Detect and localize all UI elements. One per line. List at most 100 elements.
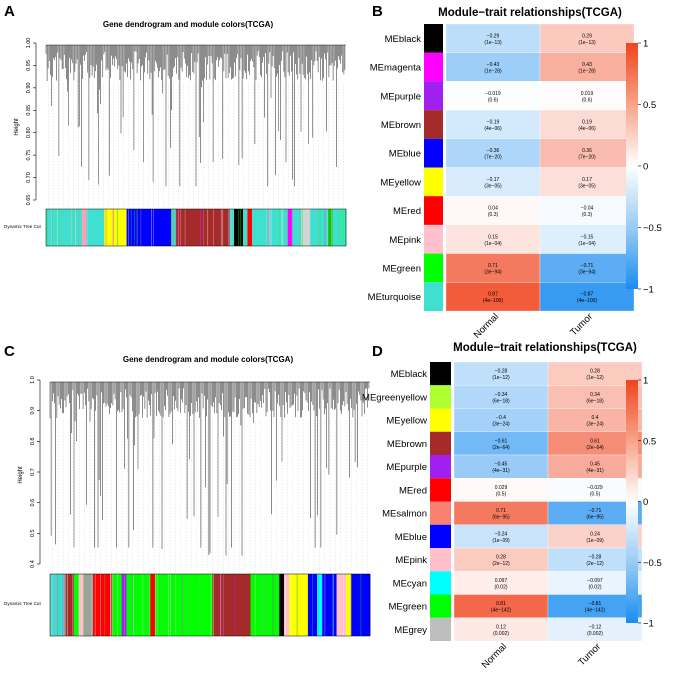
p-value: (2e−64) [586, 445, 604, 451]
p-value: (4e−06) [578, 126, 596, 132]
p-value: (7e−20) [578, 155, 596, 161]
module-color-stripe [332, 574, 333, 636]
module-color-stripe [220, 209, 222, 246]
heatmap-cell [445, 81, 541, 111]
colorbar-tick-label: −1 [643, 285, 654, 296]
p-value: (3e−94) [484, 269, 502, 275]
module-color-stripe [269, 209, 270, 246]
module-color-swatch [430, 548, 451, 572]
module-color-segment [150, 574, 156, 636]
p-value: (4e−100) [577, 298, 597, 304]
module-color-stripe [100, 574, 101, 636]
heatmap-cell [445, 282, 541, 312]
module-color-segment [332, 209, 347, 246]
module-color-stripe [220, 574, 221, 636]
module-color-stripe [105, 209, 107, 246]
module-name-label: MEpurple [386, 462, 427, 473]
module-color-stripe [133, 574, 134, 636]
module-color-stripe [184, 209, 186, 246]
correlation-value: 0.28 [590, 369, 600, 375]
module-color-stripe [345, 209, 346, 246]
module-color-swatch [430, 408, 451, 432]
module-color-stripe [111, 574, 112, 636]
module-color-stripe [180, 209, 182, 246]
module-color-segment [247, 209, 253, 246]
module-color-swatch [430, 594, 451, 618]
module-color-stripe [171, 209, 172, 246]
module-color-swatch [424, 81, 443, 111]
dendrogram-title-c: Gene dendrogram and module colors(TCGA) [123, 355, 294, 364]
module-color-track-a [45, 208, 347, 247]
module-color-swatch [430, 617, 451, 641]
correlation-value: −0.097 [587, 578, 603, 584]
correlation-value: 0.04 [488, 206, 498, 212]
correlation-value: 0.71 [496, 508, 506, 514]
module-color-stripe [172, 209, 174, 246]
module-color-segment [310, 209, 329, 246]
module-color-segment [284, 574, 290, 636]
module-color-stripe [145, 574, 147, 636]
module-color-stripe [154, 574, 156, 636]
correlation-value: 0.81 [496, 601, 506, 607]
module-color-swatch [430, 431, 451, 455]
module-color-stripe [54, 574, 56, 636]
module-color-stripe [297, 574, 298, 636]
p-value: (3e−24) [586, 422, 604, 428]
p-value: (1e−12) [492, 375, 510, 381]
module-name-label: MEblue [389, 149, 421, 160]
module-color-stripe [318, 574, 319, 636]
p-value: (0.6) [582, 97, 593, 103]
p-value: (6e−95) [586, 515, 604, 521]
module-color-stripe [117, 209, 119, 246]
p-value: (4e−31) [586, 468, 604, 474]
p-value: (1e−13) [578, 40, 596, 46]
correlation-value: 0.28 [496, 555, 506, 561]
module-color-stripe [228, 209, 229, 246]
module-color-stripe [111, 209, 113, 246]
p-value: (0.5) [590, 491, 601, 497]
module-name-label: MEblack [391, 369, 428, 380]
module-color-stripe [222, 209, 224, 246]
module-color-segment [86, 209, 105, 246]
p-value: (1e−09) [492, 538, 510, 544]
module-color-stripe [351, 574, 352, 636]
module-color-segment [243, 209, 248, 246]
module-name-label: MEsalmon [382, 509, 427, 520]
p-value: (6e−18) [586, 398, 604, 404]
module-color-stripe [285, 574, 286, 636]
correlation-value: −0.029 [587, 485, 603, 491]
module-color-stripe [342, 209, 344, 246]
correlation-value: −0.24 [495, 531, 508, 537]
module-color-stripe [220, 574, 222, 636]
module-color-segment [328, 209, 333, 246]
module-color-stripe [200, 209, 201, 246]
module-name-label: MEpurple [380, 91, 421, 102]
p-value: (0.002) [587, 631, 603, 637]
p-value: (1e−12) [586, 375, 604, 381]
module-color-stripe [59, 574, 61, 636]
p-value: (4e−31) [492, 468, 510, 474]
y-tick-label: 0.9 [30, 407, 36, 415]
p-value: (3e−24) [492, 422, 510, 428]
module-color-segment [317, 574, 323, 636]
colorbar-tick-label: −0.5 [643, 223, 662, 234]
module-color-stripe [111, 574, 113, 636]
module-color-stripe [343, 574, 344, 636]
module-color-segment [250, 574, 280, 636]
module-color-stripe [189, 574, 190, 636]
module-color-stripe [198, 574, 200, 636]
module-color-stripe [200, 209, 201, 246]
module-color-stripe [117, 209, 118, 246]
y-tick-label: 1.00 [26, 38, 32, 49]
module-color-stripe [136, 209, 137, 246]
correlation-value: 0.34 [590, 392, 600, 398]
module-color-stripe [75, 209, 76, 246]
module-color-stripe [145, 574, 146, 636]
module-color-stripe [52, 209, 54, 246]
p-value: (1e−09) [586, 538, 604, 544]
module-color-stripe [94, 574, 96, 636]
correlation-value: 0.43 [582, 62, 592, 68]
dendrogram-c [49, 381, 370, 574]
module-color-stripe [331, 209, 333, 246]
